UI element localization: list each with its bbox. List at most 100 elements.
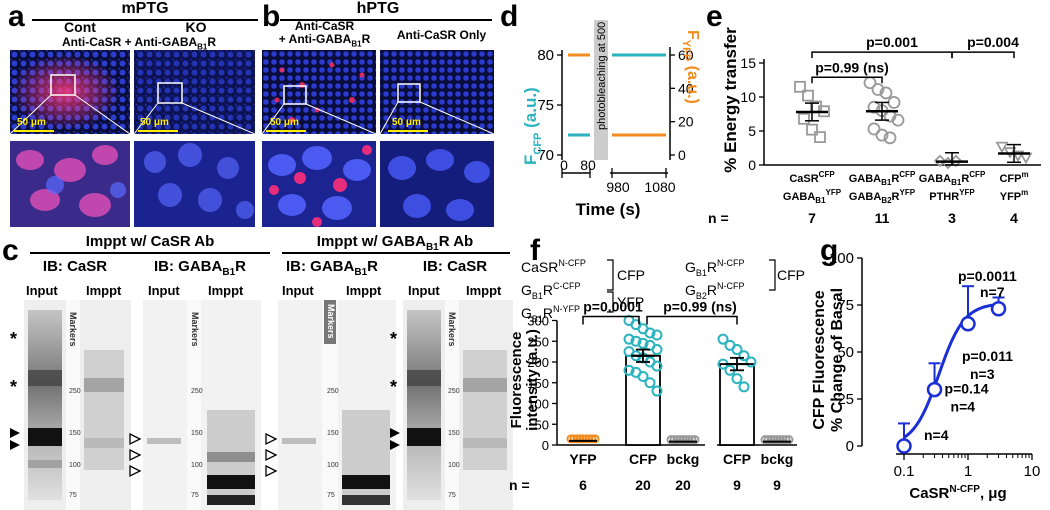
blot1-input-label: Input: [26, 283, 58, 298]
panel-b-title: hPTG: [356, 0, 400, 17]
f-legend-gb1r-c: GB1RC-CFP: [521, 281, 581, 301]
panel-c-ib3: IB: GABAB1R: [286, 258, 378, 278]
g-n-label-1: n=4: [924, 427, 949, 443]
panel-g-chart: 0 25 50 75 100 0.1 1 10 CaSRN-CFP, μg CFP Fluores…: [811, 250, 1040, 502]
e-n-label: n =: [708, 210, 729, 226]
blot-4-marker-150: 150: [448, 430, 460, 437]
e-y-tick-label: 10: [740, 89, 756, 105]
d-x-tick-label: 1080: [644, 179, 675, 195]
f-point: [644, 327, 656, 339]
d-right-y-label: FYFP (a.u.): [680, 30, 701, 104]
f-point: [731, 344, 743, 356]
e-pvalue-3-bracket: [951, 51, 1015, 59]
d-left-tick-label: 80: [537, 47, 554, 64]
blot-2-marker-250: 250: [191, 388, 203, 395]
panel-c-ib2: IB: GABAB1R: [154, 258, 246, 278]
e-n-value: 4: [1010, 210, 1018, 226]
f-n-value: 20: [635, 477, 651, 493]
panel-label-f: f: [530, 234, 540, 267]
blot3-input-label: Input: [282, 283, 314, 298]
f-n-label: n =: [509, 477, 530, 493]
f-point: [623, 364, 635, 376]
panel-c-right-rule: [282, 252, 510, 254]
e-n-value: 7: [808, 210, 816, 226]
blot-1-markers-label: Markers: [68, 312, 78, 347]
f-point: [651, 329, 663, 341]
f-y-tick-label: 300: [527, 314, 549, 329]
g-y-label-line2: % Change of Basal: [829, 288, 846, 432]
panel-c-ib4: IB: CaSR: [422, 258, 488, 275]
panel-f-chart: CaSRN-CFP GB1RC-CFP GB1RN-YFP CFP YFP GB1RN-C…: [508, 258, 805, 493]
e-y-label: % Energy transfer: [721, 27, 740, 173]
f-y-label-line2: intensity (a.u.): [524, 329, 541, 431]
blot4-input-label: Input: [408, 283, 440, 298]
f-category-label: bckg: [667, 451, 700, 467]
panel-c-left-rule: [30, 252, 270, 254]
f-pvalue-1-label: p=0.0001: [583, 299, 643, 315]
e-category-label-line2: GABAB2RYFP: [849, 188, 916, 205]
f-point: [690, 435, 700, 445]
panel-a-micrographs: [10, 50, 255, 227]
blot4-imppt-label: Imppt: [466, 283, 502, 298]
blot-1-marker-100: 100: [69, 462, 81, 469]
blot-4-marker-250: 250: [448, 388, 460, 395]
panel-b-scalebar-label-1: 50 μm: [270, 117, 299, 128]
d-photobleach-band: [594, 20, 608, 160]
blot-3-marker-100: 100: [327, 462, 339, 469]
e-point-diamond: [933, 154, 947, 168]
g-p-label-3: p=0.011: [962, 348, 1013, 364]
f-legend-gb1r-n: GB1RN-YFP: [521, 304, 580, 324]
panel-c-right-title: Imppt w/ GABAB1R Ab: [316, 233, 474, 253]
f-y-tick-label: 0: [542, 438, 549, 453]
svg-text:*: *: [390, 330, 397, 349]
blot-3-marker-250: 250: [327, 388, 339, 395]
f-point: [623, 333, 635, 345]
d-right-tick-label: 60: [678, 47, 694, 63]
f-pvalue-1-bracket: [582, 315, 640, 325]
e-category-label-line2: YFPm: [1000, 188, 1029, 203]
svg-text:*: *: [10, 377, 17, 397]
e-point-square: [814, 131, 826, 144]
panel-a-title: mPTG: [121, 0, 169, 17]
f-point: [781, 435, 791, 445]
e-point-circle: [867, 122, 881, 136]
f-legend-bracket-yfp: [607, 291, 614, 313]
f-pvalue-2-label: p=0.99 (ns): [663, 299, 737, 315]
blot-2-arrowheads: [129, 432, 142, 478]
d-left-y-label: FCFP (a.u.): [521, 87, 544, 165]
svg-text:*: *: [390, 377, 397, 397]
panel-b-scalebar-2: [388, 130, 428, 132]
f-n-value: 20: [675, 477, 691, 493]
f-y-tick-label: 100: [527, 397, 549, 412]
f-legend-casr: CaSRN-CFP: [521, 258, 586, 275]
e-n-value: 3: [948, 210, 956, 226]
f-legend-cfp: CFP: [617, 267, 645, 283]
panel-a-scalebar-label-1: 50 μm: [17, 117, 46, 128]
panel-label-e: e: [706, 0, 723, 33]
f-point: [651, 344, 663, 356]
panel-a-ko-label: KO: [185, 19, 207, 35]
blot-2-marker-150: 150: [191, 430, 203, 437]
svg-text:*: *: [10, 330, 17, 349]
f-category-label: CFP: [629, 451, 657, 467]
g-y-tick-label: 75: [837, 297, 854, 314]
d-right-tick-label: 20: [678, 114, 694, 130]
d-x-tick-label: 980: [606, 179, 630, 195]
panel-e-chart: 0 5 10 15% Energy transfer CaSRCFP GABAB1YFP 7…: [708, 27, 1041, 226]
f-point: [590, 434, 600, 444]
panel-b-left-antibody: Anti-CaSR + Anti-GABAB1R: [278, 19, 371, 49]
f-point: [651, 385, 663, 397]
blot-4-markers-label: Markers: [447, 312, 457, 347]
g-point: [926, 381, 943, 398]
panel-a-scalebar-2: [138, 130, 178, 132]
e-point-triangle: [995, 141, 1009, 154]
panel-b-right-antibody: Anti-CaSR Only: [396, 28, 487, 42]
e-y-tick-label: 0: [748, 157, 756, 173]
e-point-circle: [875, 128, 889, 142]
e-pvalue-3-label: p=0.004: [967, 34, 1019, 50]
f-category-label: YFP: [569, 451, 596, 467]
f-n-value: 9: [733, 477, 741, 493]
panel-a-antibody-label: Anti-CaSR + Anti-GABAB1R: [61, 35, 217, 52]
d-left-tick-label: 75: [537, 97, 554, 114]
blot-1-marker-250: 250: [69, 388, 81, 395]
